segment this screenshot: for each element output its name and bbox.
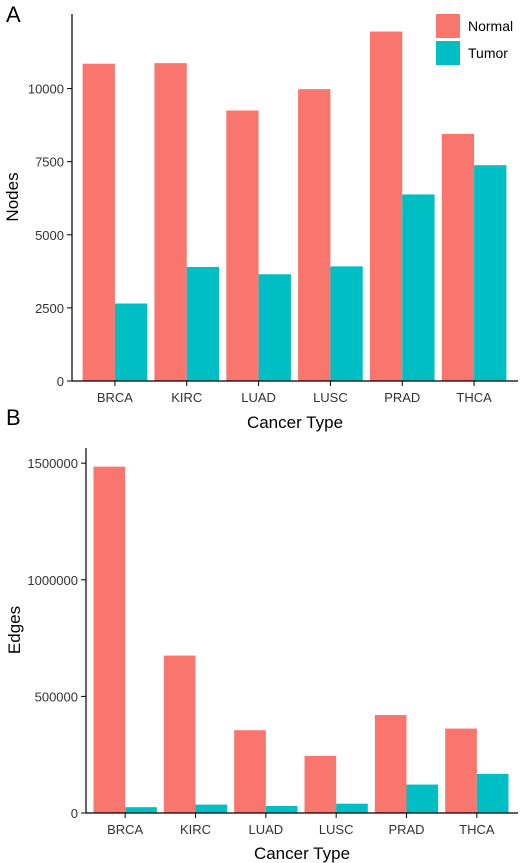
x-tick-label: LUAD [241,390,276,405]
y-tick-label: 1500000 [27,456,78,471]
legend-label-tumor: Tumor [468,45,508,61]
x-tick-label: KIRC [180,822,211,837]
bar-normal-thca [445,728,477,813]
y-tick-label: 0 [57,374,64,389]
y-axis-title: Edges [5,606,24,654]
bar-tumor-kirc [195,804,228,813]
y-ticks-edges: 0 500000 1000000 1500000 [27,456,86,821]
bar-normal-brca [82,63,115,382]
y-tick-label: 1000000 [27,573,78,588]
y-ticks-nodes: 0 2500 5000 7500 10000 [28,82,72,389]
x-tick-label: LUSC [313,390,348,405]
x-tick-label: PRAD [388,822,424,837]
bar-tumor-luad [258,274,291,381]
y-tick-label: 2500 [35,301,64,316]
y-tick-label: 10000 [28,82,64,97]
x-tick-label: LUAD [248,822,283,837]
bar-tumor-thca [476,773,509,813]
y-axis-title: Nodes [3,172,22,221]
bar-normal-kirc [154,63,187,381]
bar-normal-luad [226,110,259,381]
bar-tumor-kirc [186,266,220,381]
x-axis-title: Cancer Type [254,844,350,863]
bars-edges [93,466,509,813]
x-tick-label: PRAD [384,390,420,405]
y-tick-label: 5000 [35,228,64,243]
x-tick-label: KIRC [171,390,202,405]
legend: Normal Tumor [436,14,513,65]
bar-normal-kirc [163,655,196,813]
bar-tumor-lusc [336,803,368,813]
x-tick-label: THCA [456,390,492,405]
panel-label-b: B [6,405,21,430]
bar-normal-thca [441,133,475,381]
x-ticks-edges: BRCA KIRC LUAD LUSC PRAD THCA [107,813,495,837]
y-tick-label: 500000 [35,689,78,704]
panel-label-a: A [6,2,21,27]
x-axis-title: Cancer Type [247,413,343,432]
bar-normal-lusc [304,755,337,813]
y-tick-label: 0 [71,806,78,821]
bar-tumor-lusc [330,266,363,381]
bar-normal-luad [234,730,266,813]
bar-tumor-luad [265,806,298,813]
legend-swatch-normal [436,14,460,38]
x-tick-label: LUSC [319,822,354,837]
legend-swatch-tumor [436,41,460,65]
bar-tumor-prad [402,194,435,381]
x-tick-label: BRCA [97,390,133,405]
bar-tumor-brca [114,303,148,381]
bar-tumor-brca [125,807,157,813]
bar-tumor-prad [406,784,439,813]
panel-a: A 0 2500 5000 7500 10000 BRCA KIRC LUAD LUSC PRA… [3,2,518,432]
bar-tumor-thca [474,165,507,381]
x-ticks-nodes: BRCA KIRC LUAD LUSC PRAD THCA [97,381,492,405]
panel-b: B 0 500000 1000000 1500000 BRCA KIRC LUAD LUSC… [5,405,518,863]
x-tick-label: BRCA [107,822,143,837]
bar-normal-prad [374,715,407,813]
y-tick-label: 7500 [35,155,64,170]
x-tick-label: THCA [459,822,495,837]
bar-normal-lusc [298,89,331,382]
legend-label-normal: Normal [468,18,513,34]
bar-normal-brca [93,466,126,813]
bars-nodes [82,31,507,382]
bar-normal-prad [369,31,403,382]
